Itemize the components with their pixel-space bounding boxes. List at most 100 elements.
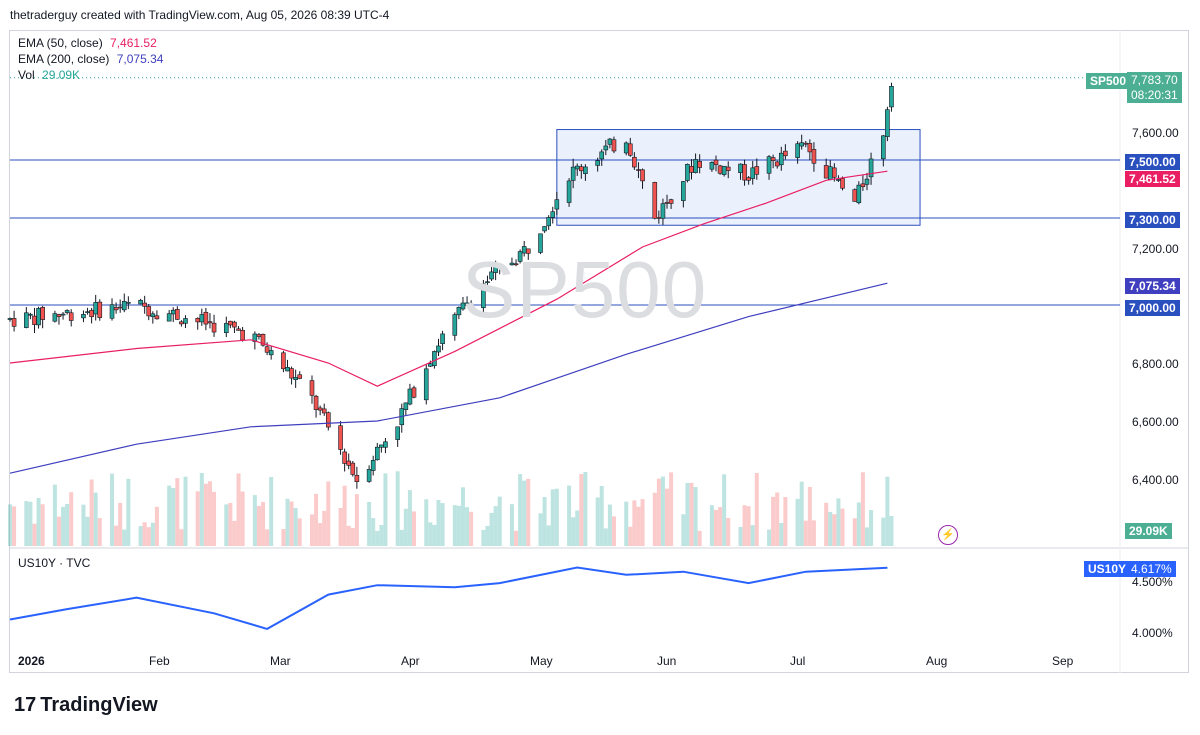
volume-bar <box>428 522 433 546</box>
candle-body <box>885 109 890 137</box>
legend-volume[interactable]: Vol 29.09K <box>18 68 80 82</box>
volume-bar <box>718 507 723 546</box>
candle-body <box>640 169 645 182</box>
volume-bar <box>469 511 474 546</box>
tradingview-logo[interactable]: 17 TradingView <box>14 694 158 717</box>
candle-body <box>313 395 319 410</box>
volume-bar <box>632 500 637 546</box>
volume-bar <box>89 479 94 546</box>
candle-body <box>85 311 90 313</box>
volume-bar <box>375 530 380 546</box>
candle-body <box>803 142 809 145</box>
volume-bar <box>326 481 331 546</box>
volume-bar <box>403 508 408 546</box>
candle-body <box>754 166 760 175</box>
volume-bar <box>69 492 74 546</box>
candle-body <box>525 248 531 254</box>
candle-body <box>268 350 274 356</box>
volume-bar <box>783 497 788 546</box>
volume-bar <box>493 506 498 546</box>
price-tick: 7,600.00 <box>1132 126 1179 140</box>
candle-body <box>260 333 266 346</box>
legend-ema50[interactable]: EMA (50, close) 7,461.52 <box>18 36 157 50</box>
candle-body <box>823 165 829 179</box>
legend-ema200[interactable]: EMA (200, close) 7,075.34 <box>18 52 163 66</box>
candle-body <box>664 202 670 204</box>
volume-bar <box>628 526 633 546</box>
level-7000-tag: 7,000.00 <box>1125 300 1180 316</box>
volume-bar <box>465 507 470 546</box>
candle-body <box>223 323 229 333</box>
volume-bar <box>432 524 437 546</box>
us10y-tick: 4.500% <box>1132 575 1173 589</box>
volume-bar <box>603 528 608 546</box>
candle-body <box>154 315 160 320</box>
volume-bar <box>546 525 551 546</box>
volume-bar <box>889 516 894 546</box>
volume-bar <box>460 487 465 546</box>
volume-bar <box>571 517 576 546</box>
volume-bar <box>860 472 865 546</box>
candle-body <box>326 412 331 428</box>
candle-body <box>195 318 201 323</box>
volume-bar <box>28 501 33 546</box>
candle-body <box>403 402 409 410</box>
candle-body <box>864 178 870 185</box>
volume-bar <box>697 530 702 546</box>
volume-bar <box>367 502 372 546</box>
candle-body <box>228 320 233 326</box>
volume-bar <box>224 504 229 546</box>
lightning-alert-icon[interactable]: ⚡ <box>938 525 958 545</box>
volume-bar <box>514 530 519 546</box>
candle-body <box>489 271 494 280</box>
legend-ema200-value: 7,075.34 <box>116 52 164 66</box>
volume-bar <box>12 506 17 546</box>
candle-body <box>856 184 862 204</box>
candle-body <box>11 318 17 327</box>
candle-body <box>89 309 94 318</box>
volume-bar <box>56 516 61 546</box>
volume-bar <box>836 498 841 546</box>
volume-bar <box>399 529 404 546</box>
price-tick: 6,400.00 <box>1132 473 1179 487</box>
candle-body <box>354 475 360 482</box>
candle-body <box>554 199 560 210</box>
candle-body <box>121 301 127 311</box>
volume-bar <box>689 482 694 546</box>
volume-bar <box>824 502 829 546</box>
volume-bar <box>832 514 837 546</box>
time-tick: Mar <box>270 654 291 668</box>
candle-body <box>770 157 776 161</box>
volume-bar <box>852 518 857 546</box>
candle-body <box>799 142 804 147</box>
candle-body <box>256 334 262 337</box>
candle-body <box>117 306 123 309</box>
volume-bar <box>803 520 808 546</box>
candle-body <box>52 313 58 322</box>
volume-bar <box>150 522 155 546</box>
time-tick: Apr <box>401 654 420 668</box>
candle-body <box>297 374 303 379</box>
candle-body <box>623 142 629 154</box>
volume-bar <box>481 529 486 546</box>
volume-bar <box>811 520 816 546</box>
candle-body <box>142 302 147 307</box>
candle-body <box>240 330 245 341</box>
candle-body <box>656 217 662 219</box>
candle-body <box>264 346 270 353</box>
volume-bar <box>742 505 747 546</box>
volume-bar <box>318 523 323 546</box>
candle-body <box>689 166 694 173</box>
candle-body <box>632 156 637 168</box>
volume-bar <box>485 525 490 546</box>
level-7500-tag: 7,500.00 <box>1125 154 1180 170</box>
candle-body <box>778 152 784 166</box>
volume-bar <box>371 518 376 546</box>
candle-body <box>603 145 609 151</box>
symbol-tag: SP500 <box>1086 73 1131 89</box>
lower-pane-title[interactable]: US10Y · TVC <box>18 556 91 570</box>
candle-body <box>546 217 551 227</box>
candle-body <box>24 312 29 328</box>
candle-body <box>56 314 62 317</box>
